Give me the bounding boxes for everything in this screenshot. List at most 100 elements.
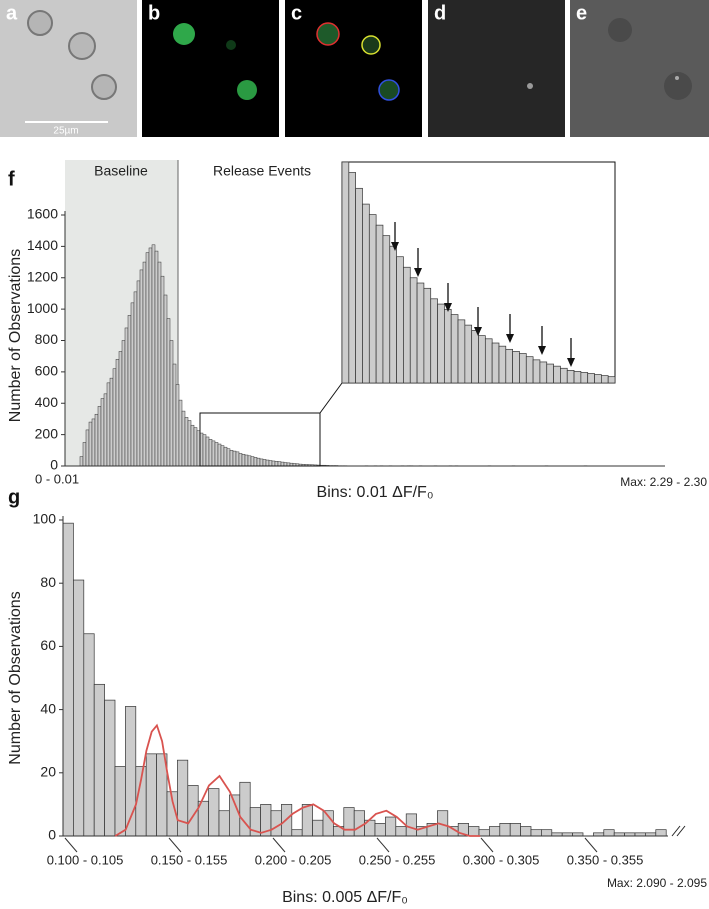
bar — [280, 461, 285, 467]
bar — [62, 522, 74, 837]
inset-bar — [396, 256, 404, 384]
bar — [214, 442, 219, 467]
inset-bar — [368, 214, 377, 384]
bar — [226, 448, 231, 467]
bar — [208, 439, 213, 467]
arrow-head — [444, 303, 452, 312]
inset-bar — [450, 314, 459, 384]
arrow-head — [414, 268, 422, 277]
bar — [265, 459, 270, 467]
inset-bar — [430, 298, 438, 384]
y-axis-label: Number of Observations — [7, 249, 24, 422]
bar — [235, 451, 240, 467]
bar — [374, 823, 386, 837]
bar — [187, 420, 192, 467]
bar — [91, 418, 96, 467]
inset-bar — [519, 353, 527, 384]
bar — [247, 455, 252, 467]
bar — [112, 368, 117, 467]
arrow-head — [474, 327, 482, 336]
x-tick-label: 0.300 - 0.305 — [463, 852, 540, 867]
image-panel-a: 25µm a — [0, 0, 137, 137]
arrow-head — [538, 346, 546, 355]
bar — [169, 340, 174, 467]
x-axis-label: Bins: 0.005 ΔF/F₀ — [282, 889, 408, 906]
panel-label: d — [434, 2, 446, 24]
bar — [85, 429, 90, 467]
bar — [268, 460, 273, 467]
bar — [520, 826, 532, 837]
bar — [274, 461, 279, 467]
bar — [190, 424, 195, 467]
inset-bar — [560, 367, 568, 384]
image-panel-c: c — [285, 0, 422, 137]
bar — [130, 302, 135, 467]
bar — [184, 417, 189, 467]
bar — [166, 318, 171, 467]
bar — [211, 440, 216, 467]
bar — [104, 699, 116, 837]
panel-label: f — [8, 168, 15, 190]
bar — [603, 829, 615, 837]
bar — [238, 453, 243, 467]
bar — [271, 460, 276, 467]
inset-bar — [416, 282, 425, 384]
inset-bar — [409, 277, 418, 384]
x-tick-label: 0.350 - 0.355 — [567, 852, 644, 867]
y-tick-label: 1200 — [27, 268, 58, 284]
bar — [343, 807, 355, 837]
bar — [530, 829, 542, 837]
bar — [509, 823, 521, 837]
scale-bar-label: 25µm — [53, 126, 78, 137]
bar — [142, 261, 147, 467]
bar — [103, 393, 108, 467]
bar — [220, 445, 225, 467]
inset-bar — [382, 235, 391, 384]
bar — [124, 327, 129, 467]
x-tick-label: 0.100 - 0.105 — [47, 852, 124, 867]
bar — [277, 461, 282, 467]
inset-bar — [348, 172, 357, 384]
inset-bar — [594, 374, 602, 384]
bar — [244, 454, 249, 467]
bar — [154, 250, 159, 467]
bar — [100, 398, 105, 467]
x-tick-leader — [64, 837, 78, 853]
bar — [178, 399, 183, 467]
panel-label: e — [576, 2, 587, 24]
bar — [151, 244, 156, 467]
bar — [127, 315, 132, 467]
inset-bar — [532, 359, 541, 384]
x-tick-leader — [480, 837, 494, 853]
bar — [97, 406, 102, 467]
bar — [115, 359, 120, 467]
arrow-head — [391, 242, 399, 251]
bar — [163, 294, 168, 467]
fit-curve — [114, 723, 481, 837]
inset-bar — [362, 203, 370, 384]
bar — [172, 363, 177, 467]
inset-bar — [375, 224, 384, 384]
inset-bar — [525, 356, 534, 384]
image-panel-b: b — [142, 0, 279, 137]
bar — [655, 829, 667, 837]
y-tick-label: 80 — [40, 574, 56, 590]
bar — [223, 446, 228, 467]
bar — [202, 434, 207, 467]
bar — [160, 275, 165, 467]
bar — [283, 462, 288, 467]
inset-bar — [546, 363, 554, 384]
bar — [73, 579, 85, 837]
bar — [478, 829, 490, 837]
x-tick-leader — [584, 837, 598, 853]
zoom-connector — [319, 382, 343, 414]
bar — [79, 456, 84, 467]
inset-bar — [491, 342, 500, 384]
inset-bar — [403, 266, 411, 384]
image-panel-e: e — [570, 0, 709, 137]
bar — [256, 457, 261, 467]
inset-bar — [580, 372, 589, 384]
bar — [395, 826, 407, 837]
inset-bar — [471, 330, 479, 384]
